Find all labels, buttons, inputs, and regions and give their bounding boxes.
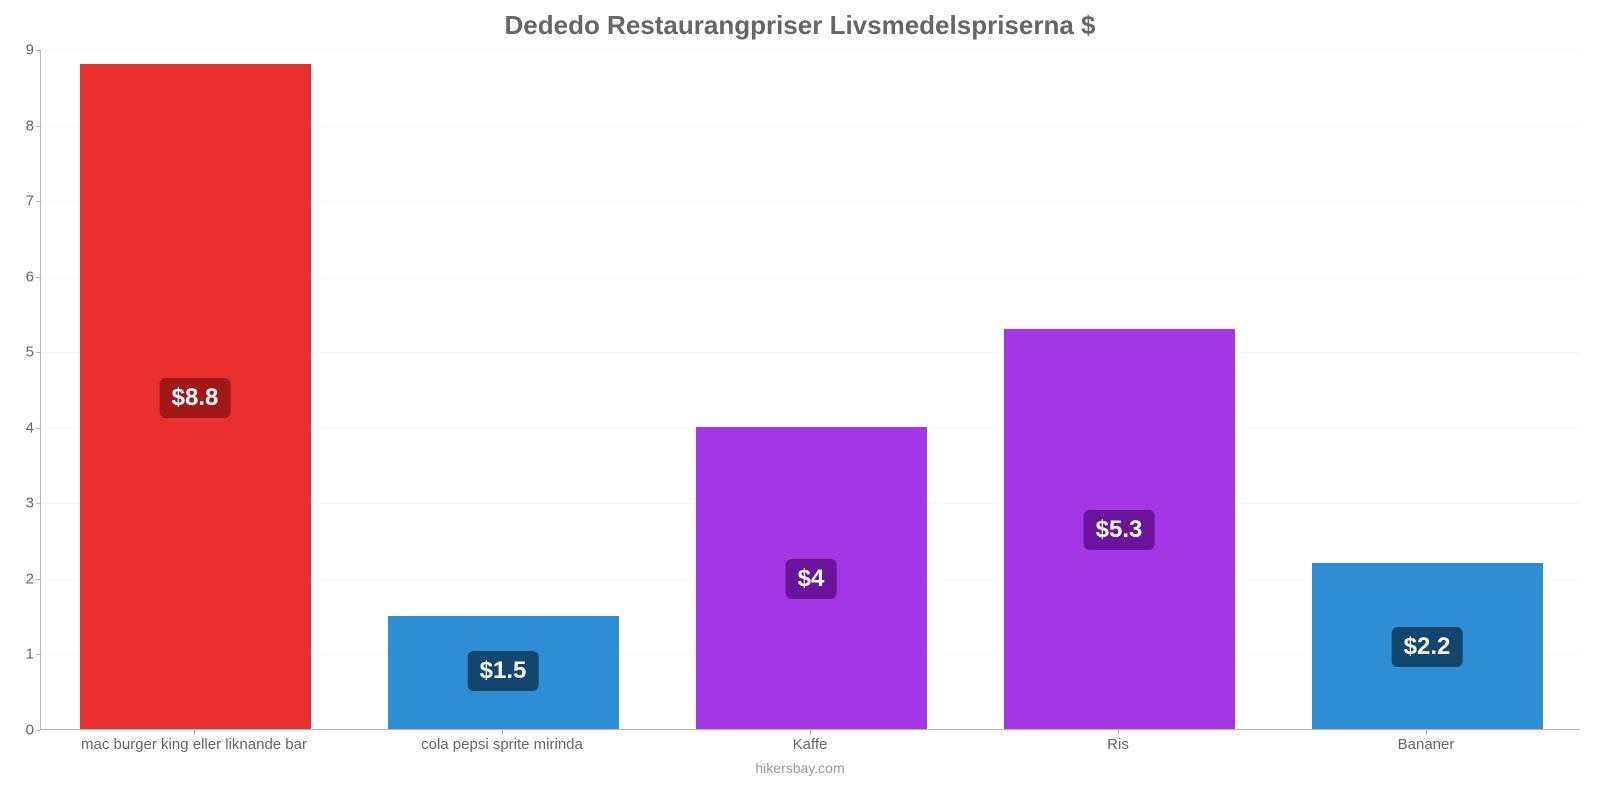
- x-tick-label: Ris: [1107, 736, 1129, 753]
- chart-title: Dededo Restaurangpriser Livsmedelspriser…: [0, 10, 1600, 41]
- y-tick-label: 0: [4, 722, 34, 739]
- attribution-text: hikersbay.com: [0, 760, 1600, 776]
- value-badge: $2.2: [1392, 627, 1463, 667]
- x-tick-label: mac burger king eller liknande bar: [81, 736, 307, 753]
- y-tick-label: 3: [4, 495, 34, 512]
- y-tick-label: 8: [4, 117, 34, 134]
- grid-line: [41, 50, 1580, 51]
- value-badge: $4: [786, 559, 837, 599]
- x-tick-mark: [1426, 730, 1427, 735]
- y-tick-label: 2: [4, 570, 34, 587]
- x-tick-mark: [502, 730, 503, 735]
- y-tick-label: 5: [4, 344, 34, 361]
- y-tick-label: 1: [4, 646, 34, 663]
- x-tick-mark: [194, 730, 195, 735]
- y-tick-mark: [36, 730, 40, 731]
- x-tick-label: cola pepsi sprite mirinda: [421, 736, 583, 753]
- y-tick-label: 7: [4, 193, 34, 210]
- x-tick-mark: [810, 730, 811, 735]
- value-badge: $5.3: [1084, 510, 1155, 550]
- value-badge: $8.8: [160, 378, 231, 418]
- y-tick-label: 4: [4, 419, 34, 436]
- x-tick-label: Kaffe: [793, 736, 828, 753]
- y-tick-label: 6: [4, 268, 34, 285]
- value-badge: $1.5: [468, 651, 539, 691]
- y-tick-label: 9: [4, 42, 34, 59]
- x-tick-label: Bananer: [1398, 736, 1455, 753]
- chart-container: Dededo Restaurangpriser Livsmedelspriser…: [0, 0, 1600, 800]
- plot-area: $8.8 $1.5 $4 $5.3 $2.2: [40, 50, 1580, 730]
- x-tick-mark: [1118, 730, 1119, 735]
